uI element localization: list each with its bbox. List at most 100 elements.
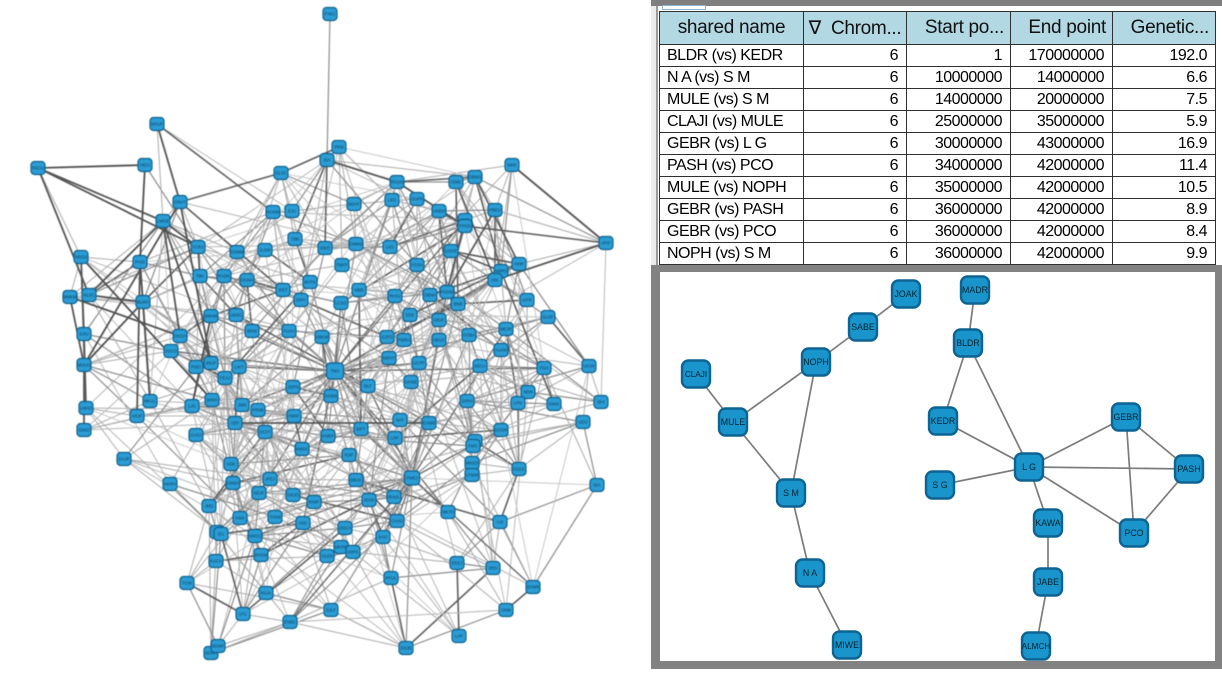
svg-text:PSEI: PSEI [191,365,201,370]
svg-text:JFEJ: JFEJ [265,477,275,482]
svg-text:NMRS: NMRS [495,269,508,274]
svg-text:FEAJ: FEAJ [220,376,230,381]
svg-text:PASH: PASH [1177,464,1200,474]
svg-text:GEF: GEF [231,421,240,426]
svg-text:ENBC: ENBC [284,620,296,625]
svg-text:JNUF: JNUF [206,361,217,366]
svg-text:UGFE: UGFE [445,249,457,254]
svg-text:TMA: TMA [331,369,340,374]
svg-text:RGUO: RGUO [391,180,404,185]
svg-text:BLDR: BLDR [956,338,979,348]
svg-text:IFET: IFET [278,288,288,293]
svg-text:LEG: LEG [388,198,396,203]
svg-text:PMEJ: PMEJ [406,476,417,481]
svg-text:MDHT: MDHT [383,356,396,361]
svg-text:L G: L G [1022,462,1036,472]
svg-text:DAJP: DAJP [119,457,130,462]
svg-text:EEEJ: EEEJ [452,561,462,566]
svg-text:ISA: ISA [324,158,331,163]
svg-text:OMNS: OMNS [350,242,363,247]
svg-text:JEGK: JEGK [364,498,375,503]
svg-text:RHSJ: RHSJ [390,294,401,299]
svg-text:MADR: MADR [962,285,988,295]
svg-text:NGWF: NGWF [212,644,225,649]
svg-text:FGH: FGH [540,366,549,371]
svg-text:IATR: IATR [522,298,531,303]
svg-text:LMAD: LMAD [80,406,92,411]
svg-text:DBUC: DBUC [350,478,362,483]
svg-text:WIPS: WIPS [348,550,359,555]
svg-text:RJIF: RJIF [345,453,354,458]
svg-text:LMGE: LMGE [157,219,169,224]
svg-text:CHJG: CHJG [391,519,402,524]
svg-text:LRF: LRF [391,436,399,441]
svg-text:NOPH: NOPH [803,357,828,367]
svg-text:LJG: LJG [188,404,196,409]
svg-text:BLMO: BLMO [137,300,150,305]
svg-text:ADK: ADK [227,462,236,467]
svg-text:MNSS: MNSS [466,461,478,466]
svg-text:GBJF: GBJF [434,318,445,323]
svg-text:NEGS: NEGS [75,255,87,260]
svg-text:IJNM: IJNM [501,608,511,613]
svg-text:GDMM: GDMM [230,250,244,255]
svg-text:LCSG: LCSG [335,301,346,306]
svg-text:BNB: BNB [454,302,463,307]
svg-text:JDPN: JDPN [288,385,299,390]
svg-text:RIWF: RIWF [309,500,320,505]
svg-text:UICW: UICW [583,364,594,369]
svg-text:SWIK: SWIK [549,402,560,407]
svg-text:HECI: HECI [140,163,150,168]
svg-text:GBWG: GBWG [468,175,481,180]
svg-text:GLSC: GLSC [275,171,286,176]
svg-text:MWDC: MWDC [295,447,309,452]
svg-text:OCFT: OCFT [259,430,271,435]
svg-text:FCRJ: FCRJ [193,245,204,250]
svg-text:PHID: PHID [135,260,145,265]
svg-text:NAT: NAT [396,418,405,423]
svg-text:PCO: PCO [1124,528,1143,538]
svg-text:LTWM: LTWM [466,473,479,478]
svg-text:PKM: PKM [334,145,344,150]
svg-text:ANC: ANC [299,521,308,526]
svg-text:DGLE: DGLE [513,467,525,472]
svg-text:KEDR: KEDR [931,416,955,426]
svg-text:KBKW: KBKW [316,335,328,340]
svg-text:JWHW: JWHW [204,314,217,319]
svg-text:KNEP: KNEP [322,434,334,439]
svg-text:NGNT: NGNT [205,651,217,656]
svg-text:SABE: SABE [851,322,875,332]
svg-text:HFIF: HFIF [601,241,611,246]
svg-text:DIRH: DIRH [462,399,472,404]
svg-text:PFUL: PFUL [386,576,397,581]
svg-text:UNDD: UNDD [433,209,445,214]
svg-text:ODCA: ODCA [339,526,351,531]
svg-text:MKTH: MKTH [442,510,454,515]
svg-text:ALKM: ALKM [495,348,507,353]
svg-text:MKGL: MKGL [144,399,157,404]
svg-text:GOOR: GOOR [495,428,508,433]
svg-text:KAG: KAG [379,535,388,540]
svg-text:MIWE: MIWE [835,640,859,650]
svg-text:NKRH: NKRH [164,482,176,487]
svg-text:SHGW: SHGW [254,553,267,558]
svg-text:TAKM: TAKM [269,515,281,520]
svg-text:ARJF: ARJF [132,414,143,419]
svg-text:HIK: HIK [492,278,499,283]
svg-text:CLAJI: CLAJI [685,370,707,379]
svg-text:GEBR: GEBR [1114,412,1139,422]
svg-text:FLHU: FLHU [284,329,295,334]
svg-text:LPN: LPN [514,401,522,406]
svg-text:BLF: BLF [364,384,372,389]
svg-text:MULE: MULE [721,417,746,427]
svg-text:NLSC: NLSC [83,293,94,298]
svg-text:TBK: TBK [196,274,204,279]
svg-text:BHI: BHI [598,400,605,405]
svg-text:KKBM: KKBM [325,394,337,399]
svg-text:HHR: HHR [514,262,523,267]
svg-text:MKE: MKE [507,163,516,168]
svg-text:BIFT: BIFT [356,427,366,432]
svg-text:CKWA: CKWA [241,278,254,283]
svg-text:LIKT: LIKT [235,365,244,370]
svg-text:MKRB: MKRB [335,545,347,550]
